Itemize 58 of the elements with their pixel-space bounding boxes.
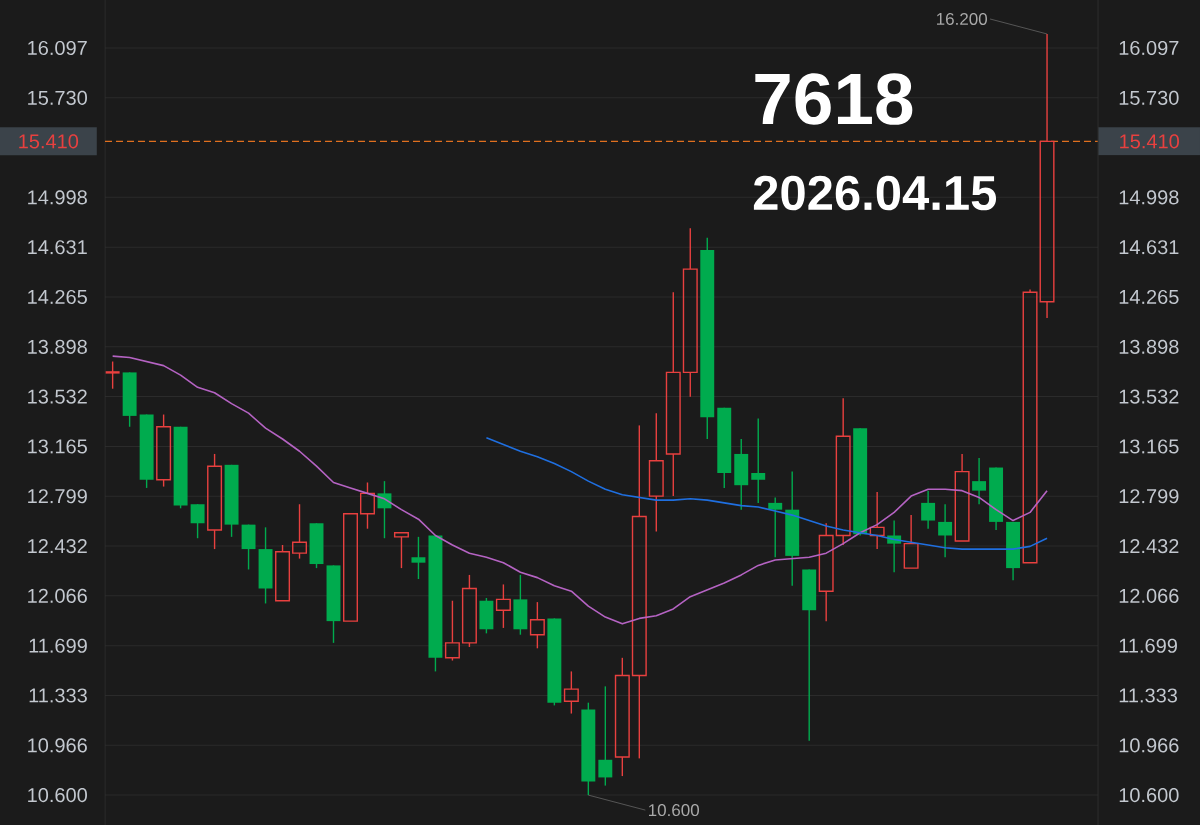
candlestick — [938, 503, 953, 558]
candlestick — [903, 514, 919, 569]
y-tick-label: 15.730 — [28, 90, 87, 105]
y2-tick-label: 16.097 — [1119, 40, 1179, 56]
candlestick — [411, 536, 426, 580]
y2-tick-label: 13.532 — [1119, 389, 1179, 404]
y2-tick-label: 11.333 — [1119, 688, 1178, 703]
candlestick — [1039, 33, 1055, 319]
y-tick-label: 10.966 — [28, 738, 87, 753]
y-tick-label: 16.097 — [28, 40, 87, 56]
y2-tick-label: 10.966 — [1119, 738, 1179, 753]
candlestick — [751, 417, 766, 504]
y2-tick-label: 14.998 — [1119, 190, 1179, 205]
text: 7618 — [755, 73, 913, 125]
y2-tick-label: 10.600 — [1119, 788, 1179, 803]
candlestick — [631, 424, 647, 760]
y-tick-label: 11.333 — [29, 688, 87, 703]
y-tick-label: 12.432 — [28, 539, 87, 554]
candlestick — [105, 360, 120, 390]
y2-tick-label: 14.265 — [1119, 289, 1179, 305]
y-tick-label: 12.799 — [28, 489, 87, 504]
y-tick-label: 14.998 — [28, 190, 87, 205]
y2-tick-label: 11.699 — [1119, 638, 1177, 653]
y2-tick-label: 12.799 — [1119, 489, 1179, 504]
annotation: 10.600 — [648, 804, 700, 817]
candlestick — [835, 397, 851, 546]
y2-tick-label: 13.165 — [1119, 439, 1179, 454]
y2-tick-label: 12.066 — [1119, 588, 1179, 603]
candlestick — [190, 503, 205, 539]
y-tick-label: 14.265 — [28, 289, 87, 305]
candlestick — [682, 227, 698, 398]
candlestick — [954, 453, 970, 542]
candlestick — [393, 532, 409, 569]
y2-tick-label: 15.730 — [1119, 90, 1179, 105]
y-tick-label: 13.898 — [28, 339, 87, 354]
candlestick — [921, 489, 936, 530]
ref-line-label: 15.410 — [1120, 134, 1179, 149]
annotation: 16.200 — [936, 12, 988, 25]
text: 15.410 — [19, 134, 79, 149]
candlestick — [869, 491, 885, 550]
y2-tick-label: 13.898 — [1119, 339, 1179, 354]
candlestick — [1022, 288, 1038, 564]
y-tick-label: 12.066 — [28, 588, 87, 603]
candlestick — [343, 513, 358, 622]
y-tick-label: 11.699 — [29, 638, 87, 653]
candlestick — [768, 496, 783, 558]
candlestick — [665, 291, 681, 497]
y2-tick-label: 12.432 — [1119, 539, 1179, 554]
y-tick-label: 13.532 — [28, 389, 87, 404]
candlestick — [598, 685, 613, 787]
candlestick — [818, 522, 834, 622]
candlestick — [648, 412, 664, 533]
y2-tick-label: 14.631 — [1119, 240, 1179, 255]
y-tick-label: 13.165 — [28, 439, 87, 454]
candlestick — [972, 457, 987, 505]
text: 2026.04.15 — [753, 175, 997, 211]
y-tick-label: 14.631 — [28, 240, 87, 255]
y-tick-label: 10.600 — [28, 788, 87, 803]
